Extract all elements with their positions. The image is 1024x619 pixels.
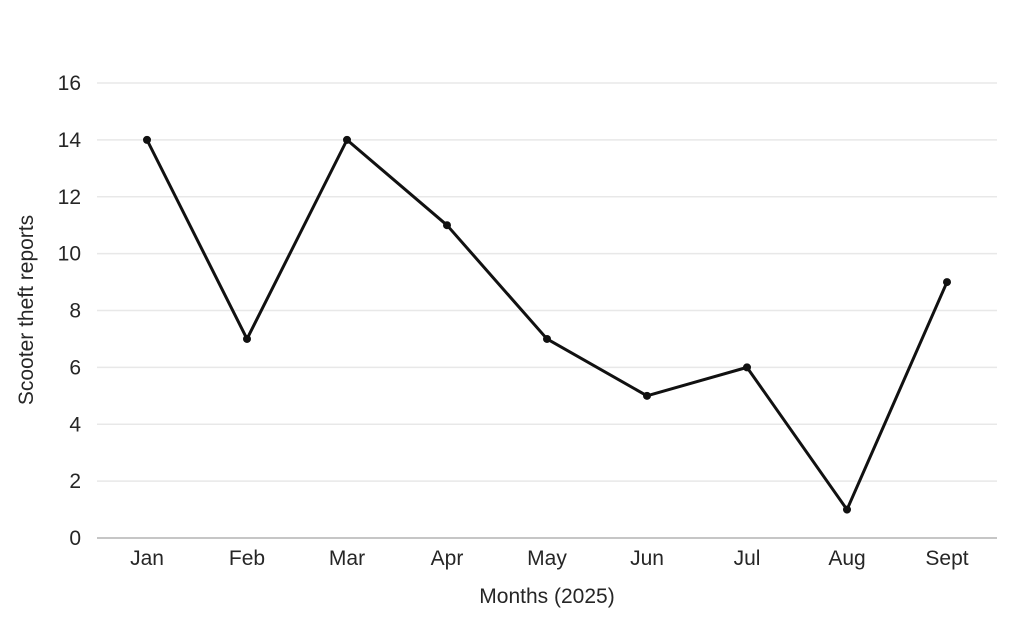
gridlines — [97, 82, 997, 539]
x-tick-label: Feb — [229, 547, 265, 570]
x-tick-label: Apr — [431, 547, 464, 570]
data-point — [843, 505, 851, 514]
y-tick-label: 16 — [58, 72, 81, 95]
x-tick-label: Sept — [925, 547, 968, 570]
data-point — [243, 334, 251, 343]
x-axis-tick-labels: Jan Feb Mar Apr May Jun Jul Aug Sept — [130, 547, 969, 570]
y-tick-label: 10 — [58, 243, 81, 266]
y-tick-label: 4 — [69, 413, 81, 436]
data-point — [143, 135, 151, 144]
x-tick-label: May — [527, 547, 567, 570]
y-axis-title: Scooter theft reports — [15, 215, 38, 405]
data-point — [343, 135, 351, 144]
data-point — [943, 278, 951, 287]
series-line — [145, 138, 949, 512]
data-point — [643, 391, 651, 400]
x-tick-label: Jun — [630, 547, 664, 570]
data-point — [443, 221, 451, 230]
y-tick-label: 0 — [69, 527, 81, 550]
data-point — [543, 334, 551, 343]
y-tick-label: 6 — [69, 356, 81, 379]
x-axis-title: Months (2025) — [479, 585, 614, 608]
x-tick-label: Jan — [130, 547, 164, 570]
y-axis-tick-labels: 0 2 4 6 8 10 12 14 16 — [58, 72, 82, 550]
y-tick-label: 2 — [69, 470, 81, 493]
x-tick-label: Aug — [828, 547, 865, 570]
data-point — [743, 363, 751, 372]
x-tick-label: Mar — [329, 547, 365, 570]
y-tick-label: 12 — [58, 186, 81, 209]
data-point-markers — [143, 135, 951, 514]
x-tick-label: Jul — [734, 547, 761, 570]
y-tick-label: 14 — [58, 129, 82, 152]
y-tick-label: 8 — [69, 300, 81, 323]
